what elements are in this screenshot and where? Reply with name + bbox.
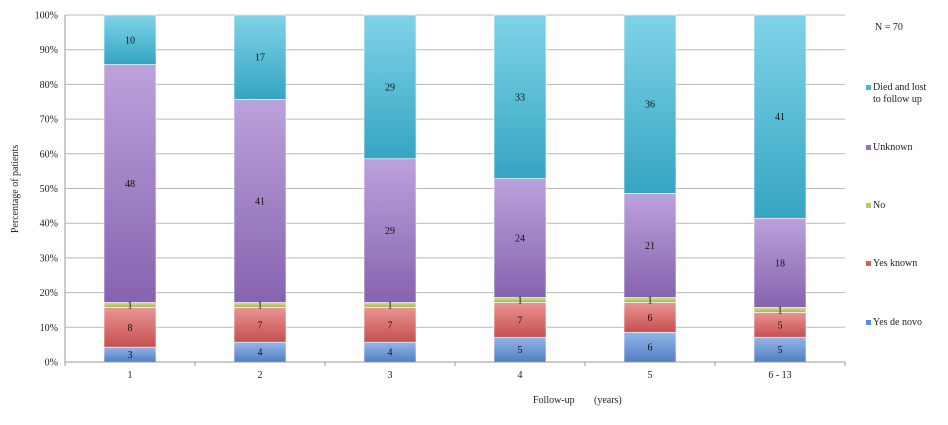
legend-label: Yes known [873,258,917,269]
bar-segment [493,178,547,298]
legend-swatch [866,145,871,150]
bar-segment [623,302,677,333]
data-label: 48 [125,179,135,190]
data-label: 24 [515,234,525,245]
legend-swatch [866,85,871,90]
y-tick-label: 90% [40,45,58,56]
bar-segment [753,336,807,363]
axes: 0% 10% 20% 30% 40% 50% 60% 70% 80% 90% 100% 1 2 3 4 5 6 … [35,11,846,381]
bar-segment [753,312,807,338]
bar-segment [103,307,157,348]
y-tick-label: 60% [40,149,58,160]
data-label: 6 [648,313,653,324]
data-label: 7 [258,320,263,331]
x-axis-label-main: Follow-up [533,395,575,406]
data-label: 41 [255,196,265,207]
legend-label: to follow up [873,94,922,105]
y-tick-label: 20% [40,288,58,299]
legend-label: Yes de novo [873,317,922,328]
data-label: 3 [128,350,133,361]
x-axis-label-units: (years) [594,395,622,406]
x-tick-label: 5 [648,370,653,381]
legend-label: No [873,200,885,211]
data-label: 36 [645,100,655,111]
y-tick-label: 0% [45,358,58,369]
bar-segment [363,158,417,303]
data-label: 17 [255,53,265,64]
bar-segment [753,217,807,308]
bar-segment [493,302,547,338]
bars [103,14,807,363]
data-label: 18 [775,258,785,269]
bar-segment [623,14,677,194]
y-tick-label: 40% [40,219,58,230]
y-tick-label: 80% [40,80,58,91]
bar-segment [623,193,677,298]
data-label: 1 [128,300,133,311]
data-label: 1 [258,300,263,311]
bar-segment [103,14,157,65]
x-tick-label: 2 [258,370,263,381]
legend-swatch [866,203,871,208]
x-tick-label: 1 [128,370,133,381]
y-tick-label: 100% [35,11,58,22]
data-label: 5 [518,345,523,356]
gridlines [65,14,845,363]
data-label: 1 [388,300,393,311]
y-tick-label: 70% [40,115,58,126]
data-label: 1 [518,296,523,307]
bar-segment [233,307,287,343]
data-label: 1 [648,296,653,307]
data-label: 41 [775,112,785,123]
legend-swatch [866,261,871,266]
data-labels: 3 8 1 48 10 4 7 1 41 17 4 7 1 29 29 5 7 1 24 33 6 6 1 21 36 5 5 1 18… [125,35,785,361]
data-label: 6 [648,343,653,354]
data-label: 10 [125,35,135,46]
data-label: 5 [778,320,783,331]
y-tick-label: 50% [40,184,58,195]
y-tick-label: 10% [40,323,58,334]
bar-segment [363,14,417,160]
bar-segment [103,64,157,303]
x-tick-label: 4 [518,370,523,381]
y-axis-label: Percentage of patients [10,145,21,233]
y-tick-label: 30% [40,253,58,264]
data-label: 33 [515,92,525,103]
data-label: 21 [645,241,655,252]
legend-label: Unknown [873,142,912,153]
data-label: 4 [258,348,263,359]
legend-label: Died and lost [873,82,927,93]
data-label: 7 [518,315,523,326]
sample-size-note: N = 70 [875,22,903,33]
bar-segment [753,14,807,219]
bar-segment [233,98,287,303]
bar-segment [493,14,547,179]
x-tick-label: 6 - 13 [768,370,791,381]
data-label: 29 [385,82,395,93]
bar-segment [233,14,287,100]
bar-segment [363,307,417,343]
data-label: 5 [778,345,783,356]
data-label: 8 [128,323,133,334]
data-label: 1 [778,305,783,316]
data-label: 29 [385,226,395,237]
data-label: 7 [388,320,393,331]
data-label: 4 [388,348,393,359]
bar-segment [623,331,677,363]
legend-swatch [866,320,871,325]
x-tick-label: 3 [388,370,393,381]
